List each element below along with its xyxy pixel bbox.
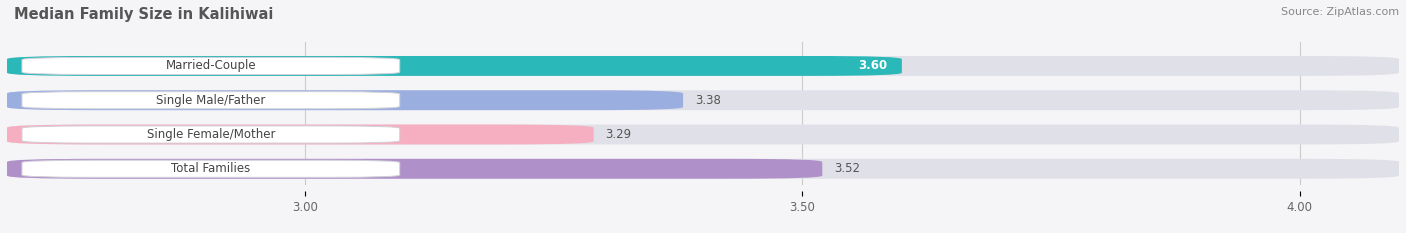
Text: 3.29: 3.29 <box>606 128 631 141</box>
Text: 3.38: 3.38 <box>695 94 721 107</box>
FancyBboxPatch shape <box>22 160 399 177</box>
FancyBboxPatch shape <box>7 125 593 144</box>
Text: 3.52: 3.52 <box>834 162 860 175</box>
FancyBboxPatch shape <box>7 159 1399 179</box>
FancyBboxPatch shape <box>22 126 399 143</box>
FancyBboxPatch shape <box>22 57 399 75</box>
Text: 3.60: 3.60 <box>858 59 887 72</box>
FancyBboxPatch shape <box>7 56 901 76</box>
Text: Married-Couple: Married-Couple <box>166 59 256 72</box>
FancyBboxPatch shape <box>7 125 1399 144</box>
FancyBboxPatch shape <box>7 90 1399 110</box>
FancyBboxPatch shape <box>7 56 1399 76</box>
Text: Total Families: Total Families <box>172 162 250 175</box>
FancyBboxPatch shape <box>7 90 683 110</box>
Text: Single Female/Mother: Single Female/Mother <box>146 128 276 141</box>
FancyBboxPatch shape <box>22 92 399 109</box>
Text: Median Family Size in Kalihiwai: Median Family Size in Kalihiwai <box>14 7 273 22</box>
Text: Source: ZipAtlas.com: Source: ZipAtlas.com <box>1281 7 1399 17</box>
Text: Single Male/Father: Single Male/Father <box>156 94 266 107</box>
FancyBboxPatch shape <box>7 159 823 179</box>
